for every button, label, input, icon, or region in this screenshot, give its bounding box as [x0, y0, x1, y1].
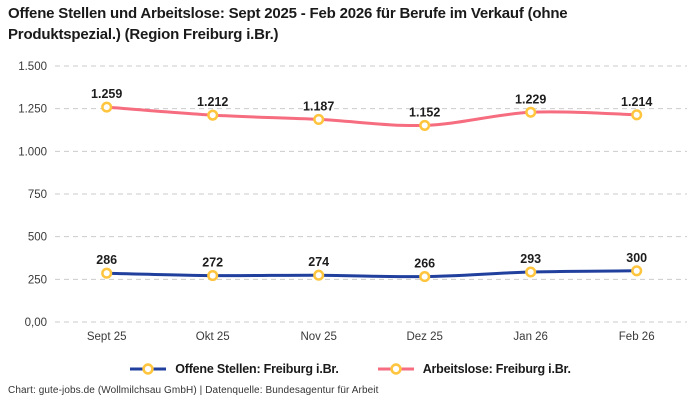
y-axis-tick-label: 750	[28, 189, 47, 201]
x-axis-tick-label: Nov 25	[300, 331, 336, 343]
legend-marker-arbeitslose-icon	[377, 363, 414, 375]
data-point-marker-arbeitslose	[313, 113, 325, 125]
y-axis-tick-label: 250	[28, 274, 47, 286]
x-axis-tick-label: Feb 26	[619, 331, 655, 343]
chart-title: Offene Stellen und Arbeitslose: Sept 202…	[8, 5, 568, 43]
data-point-marker-offene-stellen	[207, 270, 219, 282]
legend-item-arbeitslose[interactable]: Arbeitslose: Freiburg i.Br.	[377, 362, 571, 376]
data-point-label-arbeitslose: 1.214	[621, 95, 652, 109]
x-axis-tick-label: Jan 26	[513, 331, 548, 343]
series-line-arbeitslose	[105, 105, 639, 128]
data-point-marker-arbeitslose	[101, 101, 113, 113]
data-point-label-offene-stellen: 286	[96, 253, 117, 267]
data-point-label-arbeitslose: 1.187	[303, 99, 334, 113]
y-axis-tick-label: 1.000	[18, 146, 47, 158]
data-point-label-arbeitslose: 1.212	[197, 95, 228, 109]
y-axis-tick-label: 0,00	[25, 317, 47, 329]
legend-label-offene-stellen: Offene Stellen: Freiburg i.Br.	[175, 362, 339, 376]
x-axis-tick-label: Dez 25	[406, 331, 442, 343]
chart-legend: Offene Stellen: Freiburg i.Br. Arbeitslo…	[0, 358, 700, 380]
data-point-marker-offene-stellen	[525, 266, 537, 278]
data-point-label-offene-stellen: 266	[414, 257, 435, 271]
data-point-label-offene-stellen: 272	[202, 256, 223, 270]
data-point-label-offene-stellen: 300	[626, 251, 647, 265]
y-axis-tick-label: 500	[28, 232, 47, 244]
data-point-marker-arbeitslose	[419, 119, 431, 131]
x-axis-tick-label: Sept 25	[87, 331, 127, 343]
data-point-label-arbeitslose: 1.229	[515, 92, 546, 106]
data-point-marker-arbeitslose	[525, 106, 537, 118]
data-point-label-offene-stellen: 293	[520, 252, 541, 266]
y-axis-tick-label: 1.250	[18, 104, 47, 116]
chart-source-credit: Chart: gute-jobs.de (Wollmilchsau GmbH) …	[8, 385, 379, 396]
legend-item-offene-stellen[interactable]: Offene Stellen: Freiburg i.Br.	[129, 362, 339, 376]
data-point-marker-offene-stellen	[313, 269, 325, 281]
y-axis-tick-label: 1.500	[18, 61, 47, 73]
legend-label-arbeitslose: Arbeitslose: Freiburg i.Br.	[422, 362, 571, 376]
data-point-label-offene-stellen: 274	[308, 255, 329, 269]
series-line-offene-stellen	[105, 269, 639, 279]
data-point-label-arbeitslose: 1.259	[91, 87, 122, 101]
data-point-marker-arbeitslose	[207, 109, 219, 121]
data-point-label-arbeitslose: 1.152	[409, 105, 440, 119]
data-point-marker-offene-stellen	[419, 271, 431, 283]
data-point-marker-arbeitslose	[631, 109, 643, 121]
x-axis-tick-label: Okt 25	[196, 331, 230, 343]
data-point-marker-offene-stellen	[101, 267, 113, 279]
data-point-marker-offene-stellen	[631, 265, 643, 277]
legend-marker-offene-stellen-icon	[130, 363, 167, 375]
